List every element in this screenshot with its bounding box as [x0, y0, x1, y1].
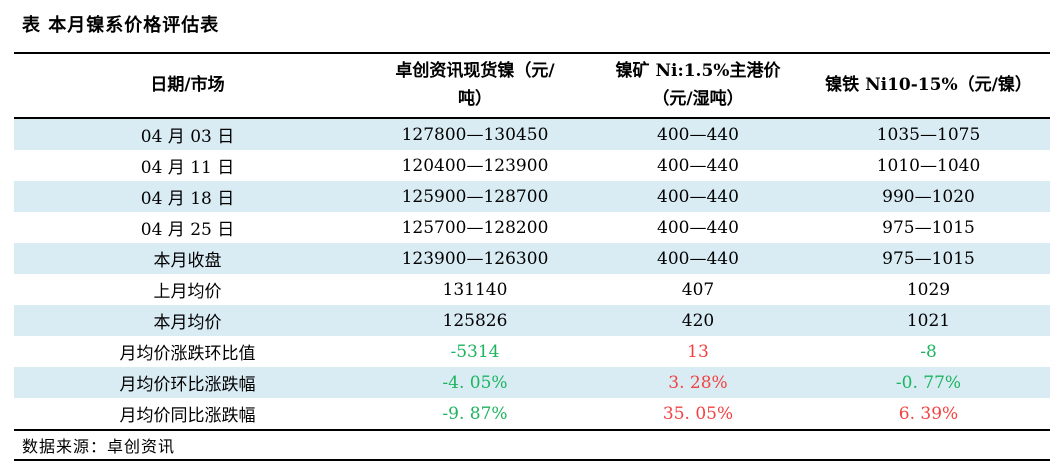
cell-value: 125826 — [442, 310, 508, 331]
column-header-nickel-ore: 镍矿 Ni:1.5%主港价 （元/湿吨） — [589, 53, 807, 119]
cell-value: -8 — [920, 341, 937, 362]
row-label: 月均价涨跌环比值 — [119, 344, 256, 364]
cell-value: 127800—130450 — [401, 124, 549, 145]
cell-value: 35. 05% — [662, 403, 734, 424]
cell-value: 120400—123900 — [401, 155, 549, 176]
row-label: 月均价环比涨跌幅 — [119, 375, 256, 395]
cell-value: 400—440 — [657, 217, 739, 238]
cell-value: 131140 — [442, 279, 508, 300]
row-label: 本月均价 — [153, 313, 222, 333]
table-row: 本月均价 125826 420 1021 — [14, 305, 1050, 336]
row-label: 月均价同比涨跌幅 — [119, 406, 256, 426]
cell-value: 1029 — [906, 279, 951, 300]
cell-value: -0. 77% — [895, 372, 962, 393]
row-label: 04 月 03 日 — [140, 127, 235, 147]
table-row: 04 月 18 日 125900—128700 400—440 990—1020 — [14, 181, 1050, 212]
table-row: 04 月 25 日 125700—128200 400—440 975—1015 — [14, 212, 1050, 243]
row-label: 04 月 18 日 — [140, 189, 235, 209]
row-label: 04 月 11 日 — [140, 158, 235, 178]
cell-value: 407 — [681, 279, 715, 300]
column-header-date-market: 日期/市场 — [14, 53, 361, 119]
table-row: 月均价涨跌环比值 -5314 13 -8 — [14, 336, 1050, 367]
cell-value: 6. 39% — [898, 403, 959, 424]
cell-value: 1021 — [906, 310, 951, 331]
cell-value: -9. 87% — [442, 403, 508, 424]
title-bar: 表 本月镍系价格评估表 — [0, 0, 1063, 52]
cell-value: -4. 05% — [442, 372, 508, 393]
table-row: 04 月 03 日 127800—130450 400—440 1035—1075 — [14, 118, 1050, 150]
table-row: 本月收盘 123900—126300 400—440 975—1015 — [14, 243, 1050, 274]
table-header: 日期/市场 卓创资讯现货镍（元/ 吨） 镍矿 Ni:1.5%主港价 （元/湿吨）… — [14, 53, 1050, 119]
cell-value: 975—1015 — [882, 248, 975, 269]
header-row: 日期/市场 卓创资讯现货镍（元/ 吨） 镍矿 Ni:1.5%主港价 （元/湿吨）… — [14, 53, 1050, 119]
cell-value: 123900—126300 — [401, 248, 549, 269]
cell-value: 400—440 — [657, 155, 739, 176]
data-source-note: 数据来源：卓创资讯 — [14, 429, 1050, 461]
table-row: 04 月 11 日 120400—123900 400—440 1010—1040 — [14, 150, 1050, 181]
row-label: 上月均价 — [153, 282, 222, 302]
cell-value: 990—1020 — [882, 186, 975, 207]
row-label: 04 月 25 日 — [140, 220, 235, 240]
row-label: 本月收盘 — [153, 251, 222, 271]
cell-value: 420 — [681, 310, 715, 331]
cell-value: -5314 — [450, 341, 500, 362]
cell-value: 400—440 — [657, 248, 739, 269]
table-footer: 数据来源：卓创资讯 — [14, 429, 1050, 461]
cell-value: 1035—1075 — [876, 124, 981, 145]
cell-value: 400—440 — [657, 124, 739, 145]
cell-value: 975—1015 — [882, 217, 975, 238]
nickel-price-table: 日期/市场 卓创资讯现货镍（元/ 吨） 镍矿 Ni:1.5%主港价 （元/湿吨）… — [14, 52, 1050, 461]
cell-value: 13 — [687, 341, 709, 362]
table-body: 04 月 03 日 127800—130450 400—440 1035—1075 04… — [14, 118, 1050, 430]
table-row: 上月均价 131140 407 1029 — [14, 274, 1050, 305]
column-header-nickel-iron: 镍铁 Ni10-15%（元/镍） — [807, 53, 1050, 119]
cell-value: 125700—128200 — [401, 217, 549, 238]
table-row: 月均价同比涨跌幅 -9. 87% 35. 05% 6. 39% — [14, 398, 1050, 430]
table-row: 月均价环比涨跌幅 -4. 05% 3. 28% -0. 77% — [14, 367, 1050, 398]
cell-value: 3. 28% — [668, 372, 728, 393]
column-header-spot-nickel: 卓创资讯现货镍（元/ 吨） — [361, 53, 589, 119]
cell-value: 1010—1040 — [876, 155, 981, 176]
cell-value: 125900—128700 — [401, 186, 549, 207]
footer-row: 数据来源：卓创资讯 — [14, 429, 1050, 461]
cell-value: 400—440 — [657, 186, 739, 207]
page-title: 表 本月镍系价格评估表 — [22, 15, 220, 36]
